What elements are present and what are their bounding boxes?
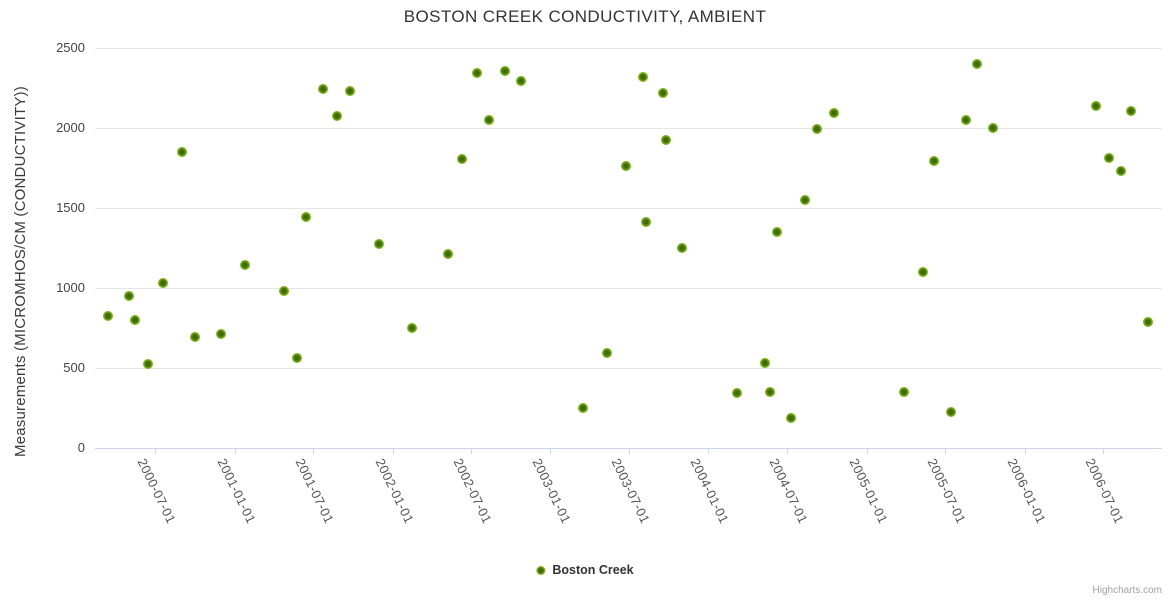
x-axis-tick	[787, 447, 789, 454]
data-point[interactable]	[764, 386, 775, 397]
data-point[interactable]	[443, 248, 454, 259]
x-axis-label: 2006-07-01	[1082, 455, 1127, 526]
data-point[interactable]	[318, 84, 329, 95]
x-axis-tick	[312, 447, 314, 454]
data-point[interactable]	[829, 108, 840, 119]
data-point[interactable]	[103, 311, 114, 322]
data-point[interactable]	[677, 243, 687, 254]
x-axis-label: 2003-01-01	[529, 455, 575, 526]
x-axis-label: 2006-01-01	[1004, 455, 1049, 526]
y-gridline	[95, 367, 1162, 369]
data-point[interactable]	[407, 322, 417, 333]
y-axis-label: 0	[77, 439, 85, 455]
x-axis-label: 2003-07-01	[608, 455, 653, 526]
data-point[interactable]	[960, 115, 971, 126]
legend-marker-icon	[536, 565, 546, 575]
data-point[interactable]	[602, 348, 613, 359]
data-point[interactable]	[638, 72, 649, 83]
x-axis-tick	[708, 447, 710, 454]
y-axis-title: Measurements (MICROMHOS/CM (CONDUCTIVITY…	[12, 86, 29, 457]
data-point[interactable]	[1091, 100, 1102, 111]
data-point[interactable]	[471, 68, 482, 79]
x-axis-tick	[1024, 447, 1026, 454]
data-point[interactable]	[800, 194, 811, 205]
x-axis-tick	[550, 447, 552, 454]
data-point[interactable]	[129, 314, 140, 325]
data-point[interactable]	[898, 387, 909, 398]
data-point[interactable]	[291, 352, 302, 363]
x-axis-label: 2005-07-01	[924, 455, 969, 526]
data-point[interactable]	[239, 260, 250, 271]
x-axis-label: 2002-07-01	[450, 455, 495, 526]
data-point[interactable]	[345, 85, 356, 96]
data-point[interactable]	[657, 88, 668, 99]
data-point[interactable]	[929, 156, 940, 167]
data-point[interactable]	[189, 332, 200, 343]
data-point[interactable]	[641, 216, 652, 227]
data-point[interactable]	[1143, 316, 1154, 327]
x-axis-label: 2004-01-01	[687, 455, 733, 526]
y-axis-label: 2500	[56, 39, 85, 55]
x-axis-tick	[1103, 447, 1104, 454]
data-point[interactable]	[301, 212, 311, 223]
x-axis-label: 2002-01-01	[372, 455, 417, 526]
data-point[interactable]	[771, 227, 782, 238]
x-axis-tick	[866, 447, 868, 454]
data-point[interactable]	[987, 123, 998, 134]
highcharts-credits-link[interactable]: Highcharts.com	[1092, 585, 1162, 596]
data-point[interactable]	[578, 402, 589, 413]
data-point[interactable]	[374, 239, 385, 250]
x-axis-line	[95, 447, 1162, 449]
data-point[interactable]	[917, 267, 928, 278]
data-point[interactable]	[1125, 105, 1136, 116]
x-axis-label: 2001-01-01	[214, 455, 259, 526]
data-point[interactable]	[811, 124, 822, 135]
data-point[interactable]	[660, 134, 671, 145]
data-point[interactable]	[786, 412, 797, 423]
legend-item-boston-creek[interactable]: Boston Creek	[536, 563, 634, 577]
data-point[interactable]	[216, 328, 227, 339]
y-gridline	[95, 47, 1162, 49]
data-point[interactable]	[176, 146, 187, 157]
x-axis-tick	[392, 447, 394, 454]
data-point[interactable]	[731, 388, 742, 399]
x-axis-label: 2004-07-01	[766, 455, 812, 526]
data-point[interactable]	[971, 58, 982, 69]
x-axis-tick	[470, 447, 472, 454]
data-point[interactable]	[143, 359, 154, 370]
data-point[interactable]	[620, 160, 631, 171]
y-axis-label: 2000	[56, 119, 85, 135]
x-axis-tick	[628, 447, 630, 454]
y-axis-label: 1000	[56, 279, 85, 295]
x-axis-tick	[234, 447, 236, 454]
y-axis-label: 1500	[56, 199, 85, 215]
y-gridline	[95, 287, 1162, 289]
data-point[interactable]	[759, 357, 770, 368]
data-point[interactable]	[1104, 152, 1115, 163]
data-point[interactable]	[1116, 165, 1127, 176]
data-point[interactable]	[946, 406, 957, 417]
y-gridline	[95, 207, 1162, 209]
data-point[interactable]	[158, 277, 169, 288]
data-point[interactable]	[500, 65, 511, 76]
data-point[interactable]	[278, 285, 289, 296]
legend-label: Boston Creek	[552, 563, 634, 577]
y-axis-label: 500	[63, 359, 85, 375]
x-axis-tick	[945, 447, 947, 454]
x-axis-label: 2000-07-01	[134, 455, 179, 526]
y-gridline	[95, 127, 1162, 129]
chart-title: BOSTON CREEK CONDUCTIVITY, AMBIENT	[403, 7, 767, 26]
x-axis-tick	[155, 447, 156, 454]
x-axis-label: 2005-01-01	[846, 455, 891, 526]
data-point[interactable]	[123, 290, 134, 301]
data-point[interactable]	[331, 111, 342, 122]
x-axis-label: 2001-07-01	[292, 455, 337, 526]
data-point[interactable]	[516, 76, 527, 87]
data-point[interactable]	[456, 153, 467, 164]
data-point[interactable]	[484, 115, 495, 126]
